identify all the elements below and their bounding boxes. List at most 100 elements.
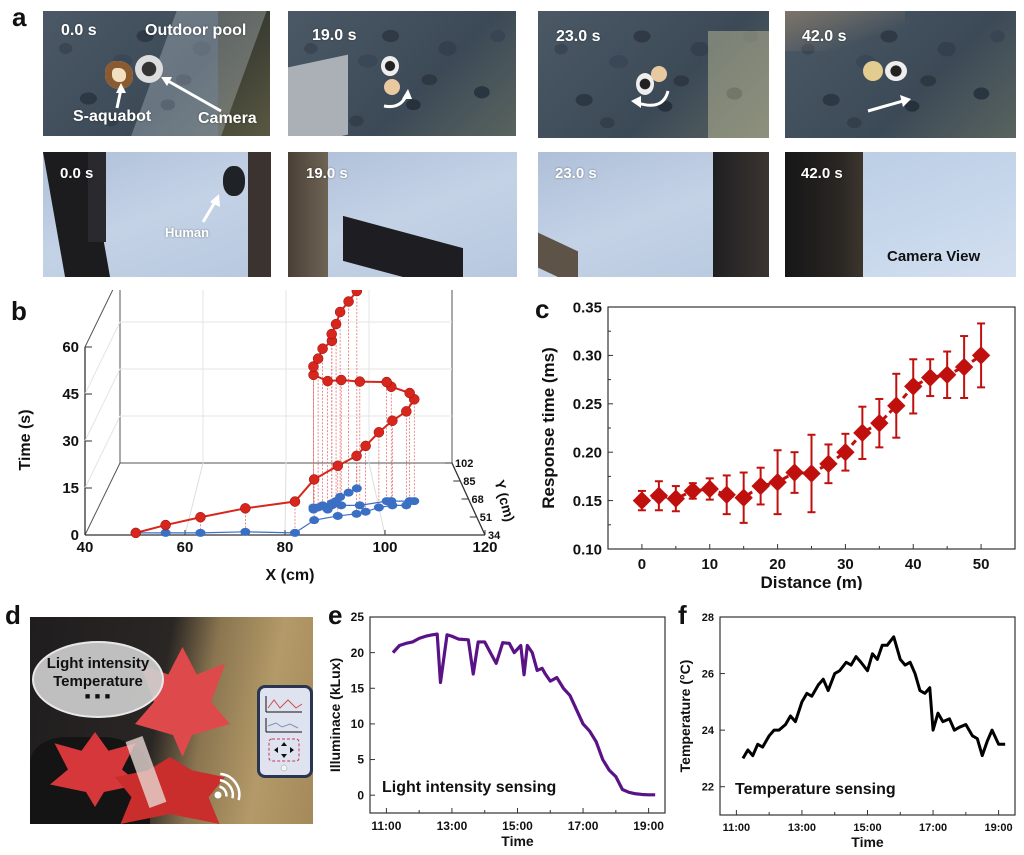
grid-line [84, 368, 121, 442]
x-tick-label: 100 [372, 539, 397, 556]
trajectory-point [330, 318, 342, 330]
rotate-arrow-icon [637, 90, 670, 107]
z-tick-label: 60 [62, 339, 79, 356]
trajectory-point [195, 511, 206, 523]
y-tick-label: 22 [702, 782, 714, 794]
time-label: 42.0 s [801, 165, 843, 182]
arrow-annotations [115, 77, 222, 113]
camera-module [636, 73, 654, 95]
trajectory-point [308, 361, 319, 372]
photo-pool-19s: 19.0 s [288, 11, 516, 136]
chart-annotation: Light intensity sensing [382, 779, 556, 796]
bubble-ellipsis: ■ ■ ■ [84, 691, 112, 701]
arrowhead-icon [402, 89, 412, 99]
camera-module [885, 61, 907, 81]
x-axis-label: X (cm) [266, 567, 315, 584]
x-tick-label: 11:00 [723, 822, 751, 834]
panel-letter-c: c [535, 294, 550, 324]
z-tick-label: 30 [62, 433, 79, 450]
trajectory-point [354, 376, 366, 387]
projection-point [317, 501, 328, 510]
y-tick-label: 20 [351, 646, 365, 660]
arrow-icon [201, 201, 217, 223]
x-tick-label: 50 [973, 556, 990, 573]
human-label: Human [165, 225, 210, 240]
time-label: 23.0 s [555, 165, 597, 182]
projection-point [351, 509, 362, 518]
x-axis-label: Time [501, 833, 534, 849]
y-tick-label: 0.10 [573, 541, 602, 558]
sensing-bubble: Light intensity Temperature ■ ■ ■ [32, 641, 164, 718]
data-point [683, 481, 702, 501]
trajectory-point [332, 460, 344, 472]
y-tick-label: 28 [702, 612, 714, 624]
x-tick-label: 15:00 [502, 819, 533, 833]
photo-pool-42s: 42.0 s [785, 11, 1016, 138]
data-point [954, 357, 974, 377]
arrowhead-icon [210, 194, 220, 207]
data-point [819, 454, 838, 474]
y-tick-label: 85 [463, 476, 475, 488]
chart-response-time: 0.10 0.15 0.20 0.25 0.30 0.35 0 10 20 30 40 50 Dista… [539, 299, 1016, 590]
y-tick-label: 0.30 [573, 348, 602, 365]
data-point [971, 346, 991, 365]
trajectory-point [289, 496, 301, 507]
projection-point [160, 528, 171, 537]
camera-view-23s: 23.0 s [538, 152, 769, 277]
arrowhead-icon [631, 96, 641, 108]
arrow-icon [167, 79, 222, 113]
trajectory-point [322, 375, 333, 387]
y-tick-label: 0.20 [573, 444, 602, 461]
trajectory-point [240, 503, 251, 514]
projection-point [309, 516, 320, 525]
series-line [741, 635, 1006, 760]
scene-label: Outdoor pool [145, 22, 247, 39]
x-tick-label: 13:00 [437, 819, 468, 833]
trajectory-point [351, 290, 363, 297]
building-frame [88, 152, 106, 242]
y-tick-label: 0.35 [573, 299, 602, 316]
z-tick-label: 0 [71, 527, 79, 544]
camera-view-19s: 19.0 s [288, 152, 517, 277]
x-tick-label: 11:00 [371, 819, 401, 833]
building-frame [785, 152, 863, 277]
time-label: 42.0 s [802, 28, 847, 45]
trajectory-point [326, 328, 337, 340]
photo-pool-23s: 23.0 s [538, 11, 769, 138]
trajectory-point [381, 376, 392, 388]
y-tick-label: 24 [702, 725, 715, 737]
s-aquabot [863, 61, 883, 81]
time-label: 19.0 s [306, 165, 348, 182]
y-tick-label: 0.25 [573, 396, 602, 413]
arrow-icon [867, 99, 904, 113]
x-axis-label: Distance (m) [760, 573, 862, 590]
x-tick-label: 15:00 [853, 822, 881, 834]
x-tick-label: 80 [277, 539, 294, 556]
time-label: 23.0 s [556, 28, 601, 45]
sand-patch [708, 31, 769, 138]
data-point [937, 365, 957, 384]
s-aquabot [105, 61, 133, 89]
data-point [904, 377, 923, 396]
z-tick-label: 45 [62, 386, 79, 403]
building-frame [288, 152, 328, 277]
x-tick-label: 10 [701, 556, 718, 573]
x-tick-label: 19:00 [985, 822, 1013, 834]
x-tick-label: 19:00 [633, 819, 664, 833]
trajectory-point [387, 415, 398, 427]
projection-point [343, 488, 354, 497]
pool-rim [785, 11, 905, 51]
y-tick-label: 51 [480, 512, 492, 524]
building-frame [538, 232, 578, 277]
data-point [734, 488, 753, 507]
time-label: 0.0 s [60, 165, 94, 182]
side-wall-top [84, 290, 114, 348]
z-axis-label: Time (s) [17, 409, 34, 470]
grid-line [84, 415, 121, 489]
arrowhead-icon [161, 77, 172, 86]
photo-pool-0s: 0.0 s Outdoor pool S-aquabot Camera [43, 11, 270, 136]
camera-view-42s: 42.0 s Camera View [785, 152, 1016, 277]
trajectory-point [308, 474, 320, 485]
trajectory-point [317, 343, 328, 354]
human-head [223, 166, 245, 196]
